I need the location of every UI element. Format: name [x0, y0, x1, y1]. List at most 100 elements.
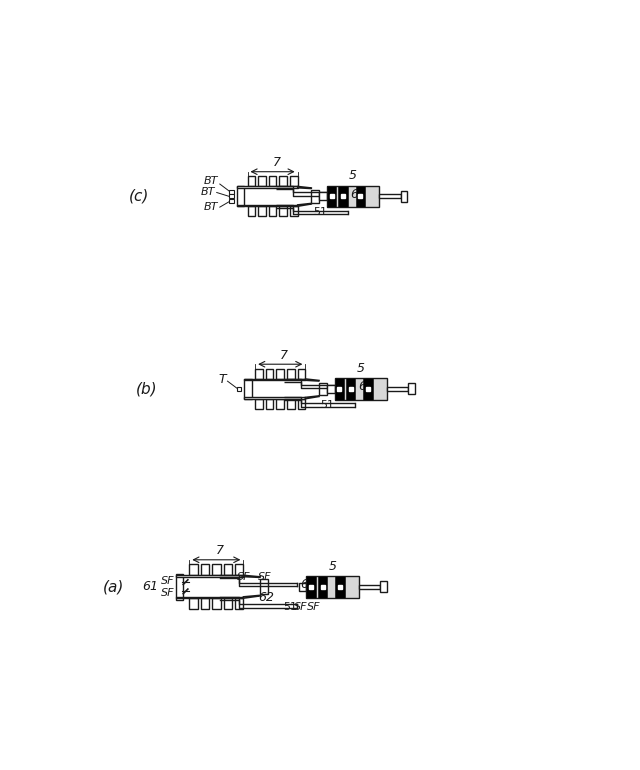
Polygon shape	[305, 396, 319, 399]
Bar	[287, 399, 294, 409]
Bar	[266, 399, 273, 409]
Bar	[244, 379, 305, 380]
Bar	[280, 176, 287, 186]
Text: 51: 51	[321, 400, 335, 410]
Text: 7: 7	[273, 156, 280, 169]
Bar	[298, 399, 305, 409]
Bar	[298, 369, 305, 379]
Bar	[335, 576, 345, 598]
Bar	[244, 379, 252, 399]
Polygon shape	[298, 203, 312, 206]
Bar	[364, 378, 372, 400]
Bar	[356, 186, 365, 207]
Bar	[380, 581, 387, 592]
Bar	[287, 369, 294, 379]
Text: 51: 51	[313, 207, 327, 217]
Text: 5: 5	[328, 560, 337, 573]
Bar	[327, 186, 380, 207]
Text: 61: 61	[143, 581, 159, 593]
Bar	[255, 399, 263, 409]
Bar	[189, 564, 198, 575]
Bar	[266, 369, 273, 379]
Text: 7: 7	[216, 544, 224, 557]
Bar	[258, 176, 266, 186]
Bar	[299, 583, 307, 591]
Bar	[229, 199, 234, 203]
Bar	[327, 385, 335, 393]
Text: 7: 7	[280, 349, 288, 362]
Text: SF: SF	[294, 602, 307, 612]
Bar	[175, 597, 243, 598]
Bar	[276, 399, 284, 409]
Bar	[335, 378, 344, 400]
Bar	[237, 387, 241, 390]
Polygon shape	[243, 575, 260, 578]
Bar	[269, 206, 276, 216]
Bar	[237, 186, 298, 188]
Text: (a): (a)	[103, 579, 125, 594]
Bar	[248, 206, 255, 216]
Bar	[244, 397, 305, 399]
Polygon shape	[305, 379, 319, 381]
Bar	[307, 576, 316, 598]
Text: SF: SF	[161, 576, 174, 585]
Bar	[290, 176, 298, 186]
Bar	[408, 383, 415, 394]
Text: (b): (b)	[136, 381, 158, 397]
Bar	[229, 194, 234, 198]
Text: (c): (c)	[129, 189, 150, 204]
Polygon shape	[298, 186, 312, 189]
Bar	[312, 190, 319, 203]
Bar	[319, 383, 327, 395]
Bar	[339, 186, 348, 207]
Bar	[319, 192, 327, 200]
Bar	[212, 564, 221, 575]
Bar	[380, 194, 401, 198]
Text: 5: 5	[356, 362, 365, 375]
Bar	[229, 189, 234, 193]
Bar	[201, 564, 209, 575]
Bar	[269, 176, 276, 186]
Bar	[235, 564, 243, 575]
Bar	[235, 598, 243, 609]
Text: 6: 6	[300, 578, 308, 591]
Text: 6: 6	[358, 380, 367, 393]
Text: BT: BT	[201, 187, 215, 196]
Bar	[359, 585, 380, 588]
Bar	[276, 369, 284, 379]
Text: BT: BT	[204, 176, 218, 186]
Bar	[255, 369, 263, 379]
Bar	[223, 598, 232, 609]
Text: 51: 51	[283, 602, 297, 612]
Text: SF: SF	[237, 573, 250, 582]
Bar	[327, 186, 336, 207]
Bar	[346, 378, 355, 400]
Bar	[237, 205, 298, 206]
Bar	[307, 576, 359, 598]
Text: BT: BT	[204, 203, 218, 212]
Polygon shape	[243, 595, 260, 598]
Bar	[280, 206, 287, 216]
Bar	[223, 564, 232, 575]
Text: 5: 5	[349, 169, 357, 182]
Text: SF: SF	[307, 602, 320, 612]
Text: T: T	[218, 373, 226, 386]
Bar	[175, 574, 183, 600]
Bar	[318, 576, 328, 598]
Bar	[175, 575, 243, 577]
Text: 62: 62	[258, 591, 274, 604]
Bar	[387, 387, 408, 390]
Bar	[290, 206, 298, 216]
Bar	[258, 206, 266, 216]
Bar	[335, 378, 387, 400]
Bar	[260, 579, 268, 594]
Bar	[248, 176, 255, 186]
Bar	[201, 598, 209, 609]
Text: 6: 6	[351, 188, 358, 200]
Text: SF: SF	[258, 573, 271, 582]
Bar	[401, 191, 407, 202]
Bar	[212, 598, 221, 609]
Bar	[189, 598, 198, 609]
Bar	[237, 186, 244, 206]
Text: SF: SF	[161, 588, 174, 598]
